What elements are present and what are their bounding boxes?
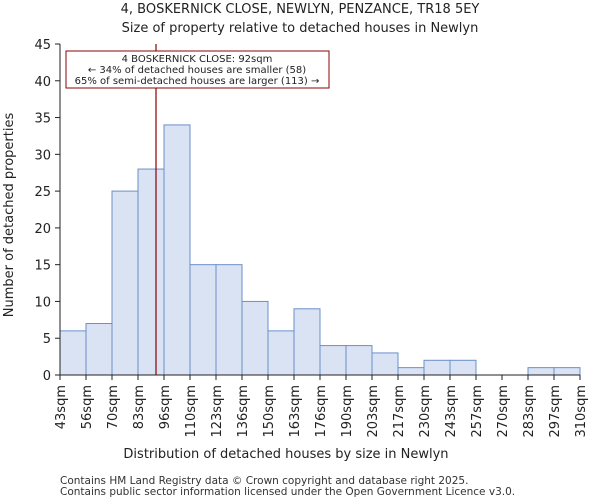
chart-title: 4, BOSKERNICK CLOSE, NEWLYN, PENZANCE, T… xyxy=(121,2,480,17)
x-tick-label: 83sqm xyxy=(132,385,147,429)
footer-line-1: Contains HM Land Registry data © Crown c… xyxy=(60,475,468,487)
bar-136sqm xyxy=(241,300,269,376)
x-tick-label: 297sqm xyxy=(548,385,563,438)
y-ticks: 0 5 10 15 20 25 30 35 40 45 xyxy=(34,38,60,384)
y-tick-label: 20 xyxy=(34,222,51,237)
x-tick-label: 163sqm xyxy=(288,385,303,438)
bar-96sqm xyxy=(163,124,191,376)
x-tick-label: 110sqm xyxy=(184,385,199,438)
bar-203sqm xyxy=(371,352,399,376)
x-tick-label: 310sqm xyxy=(574,385,589,438)
annotation-box: 4 BOSKERNICK CLOSE: 92sqm ← 34% of detac… xyxy=(65,50,330,89)
annotation-line-2: ← 34% of detached houses are smaller (58… xyxy=(88,65,306,76)
x-ticks: 43sqm 56sqm 70sqm 83sqm 96sqm 110sqm 123sqm 136… xyxy=(54,375,589,438)
bar-230sqm xyxy=(423,359,451,376)
bar-56sqm xyxy=(85,323,113,376)
x-tick-label: 283sqm xyxy=(522,385,537,438)
chart-subtitle: Size of property relative to detached ho… xyxy=(122,21,479,36)
x-tick-label: 43sqm xyxy=(54,385,69,429)
bar-43sqm xyxy=(59,330,87,376)
footer-line-2: Contains public sector information licen… xyxy=(60,486,515,498)
bar-297sqm xyxy=(553,367,581,376)
x-tick-label: 136sqm xyxy=(236,385,251,438)
x-tick-label: 243sqm xyxy=(444,385,459,438)
y-tick-label: 10 xyxy=(34,295,51,310)
x-tick-label: 270sqm xyxy=(496,385,511,438)
bars-group xyxy=(59,124,581,376)
x-tick-label: 56sqm xyxy=(80,385,95,429)
y-tick-label: 30 xyxy=(34,148,51,163)
y-tick-label: 45 xyxy=(34,38,51,53)
y-tick-label: 15 xyxy=(34,259,51,274)
bar-176sqm xyxy=(319,345,347,376)
bar-150sqm xyxy=(267,330,295,376)
x-tick-label: 123sqm xyxy=(210,385,225,438)
x-tick-label: 70sqm xyxy=(106,385,121,429)
bar-190sqm xyxy=(345,345,373,376)
x-tick-label: 96sqm xyxy=(158,385,173,429)
y-tick-label: 5 xyxy=(43,332,51,347)
bar-243sqm xyxy=(449,359,477,376)
x-tick-label: 176sqm xyxy=(314,385,329,438)
bar-110sqm xyxy=(189,264,217,376)
x-tick-label: 217sqm xyxy=(392,385,407,438)
y-tick-label: 25 xyxy=(34,185,51,200)
bar-283sqm xyxy=(527,367,555,376)
bar-70sqm xyxy=(111,190,139,376)
x-tick-label: 150sqm xyxy=(262,385,277,438)
x-tick-label: 203sqm xyxy=(366,385,381,438)
annotation-line-3: 65% of semi-detached houses are larger (… xyxy=(75,76,320,87)
x-tick-label: 230sqm xyxy=(418,385,433,438)
x-tick-label: 190sqm xyxy=(340,385,355,438)
y-tick-label: 40 xyxy=(34,75,51,90)
annotation-line-1: 4 BOSKERNICK CLOSE: 92sqm xyxy=(122,54,273,65)
bar-163sqm xyxy=(293,308,321,376)
bar-83sqm xyxy=(137,168,165,376)
y-tick-label: 0 xyxy=(43,369,51,384)
x-tick-label: 257sqm xyxy=(470,385,485,438)
y-axis-label: Number of detached properties xyxy=(2,113,17,318)
y-tick-label: 35 xyxy=(34,112,51,127)
bar-217sqm xyxy=(397,367,425,376)
x-axis-label: Distribution of detached houses by size … xyxy=(123,447,448,462)
bar-123sqm xyxy=(215,264,243,376)
annotation-frame xyxy=(65,50,330,89)
